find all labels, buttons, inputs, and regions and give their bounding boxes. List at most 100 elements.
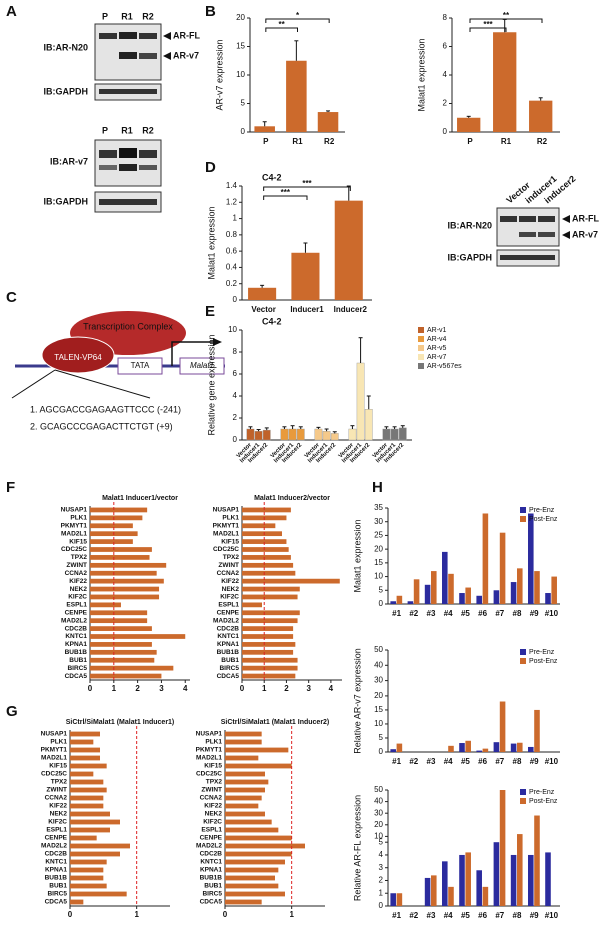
y-tick-label: NUSAP1 xyxy=(196,731,223,738)
y-tick-label: 8 xyxy=(443,13,448,22)
y-tick-label: CDC25C xyxy=(61,546,87,553)
bar xyxy=(70,835,97,841)
panel-label: D xyxy=(205,159,216,176)
bar xyxy=(286,60,307,132)
bar xyxy=(291,252,320,300)
bar xyxy=(476,870,482,906)
effector-label: TALEN-VP64 xyxy=(54,353,102,362)
y-axis-label: AR-v7 expression xyxy=(214,39,224,110)
significance-bracket xyxy=(265,18,330,23)
x-tick-label: #1 xyxy=(392,609,401,618)
bar xyxy=(499,790,506,906)
legend-label: Post-Enz xyxy=(529,516,558,523)
x-tick-label: #5 xyxy=(461,757,470,766)
bar xyxy=(90,642,152,647)
bar xyxy=(459,593,465,604)
x-tick-label: #3 xyxy=(427,757,436,766)
y-tick-label: 3 xyxy=(379,863,384,872)
bar xyxy=(225,827,279,833)
bar xyxy=(70,875,104,881)
y-tick-label: PLK1 xyxy=(222,515,239,522)
bar xyxy=(493,32,517,132)
significance-bracket xyxy=(263,186,351,191)
bar xyxy=(242,594,298,600)
panel-label: F xyxy=(6,479,15,496)
bar xyxy=(465,852,471,906)
y-tick-label: MAD2L1 xyxy=(61,530,87,537)
x-tick-label: #5 xyxy=(461,911,470,920)
y-tick-label: KNTC1 xyxy=(217,633,239,640)
y-tick-label: BUB1 xyxy=(221,657,239,664)
y-tick-label: 50 xyxy=(374,785,383,794)
y-tick-label: 30 xyxy=(374,517,383,526)
bar xyxy=(476,750,482,752)
y-tick-label: KPNA1 xyxy=(200,867,222,874)
legend-swatch xyxy=(418,363,424,369)
y-tick-label: 2 xyxy=(379,876,384,885)
y-axis-label: Relative AR-FL expression xyxy=(352,795,362,901)
bar xyxy=(413,579,420,604)
legend-label: Post-Enz xyxy=(529,798,558,805)
y-tick-label: CDCA5 xyxy=(200,899,223,906)
x-tick-label: #2 xyxy=(409,757,418,766)
bar xyxy=(242,562,294,568)
y-tick-label: 15 xyxy=(374,705,383,714)
bar xyxy=(457,117,481,132)
bar xyxy=(70,771,94,777)
bar xyxy=(225,755,259,761)
bar xyxy=(225,899,262,905)
gene-label: Malat1 xyxy=(190,361,214,370)
y-tick-label: KIF22 xyxy=(49,803,67,810)
y-tick-label: KNTC1 xyxy=(65,633,87,640)
y-tick-label: 1 xyxy=(233,214,238,223)
y-tick-label: TPX2 xyxy=(223,554,240,561)
bar xyxy=(242,626,294,631)
y-tick-label: KNTC1 xyxy=(200,859,222,866)
y-tick-label: BUB1 xyxy=(69,657,87,664)
bar xyxy=(90,657,155,663)
bar xyxy=(442,861,448,906)
y-tick-label: KIF2C xyxy=(68,594,87,601)
y-tick-label: BIRC5 xyxy=(47,891,67,898)
bar xyxy=(242,507,291,513)
x-tick-label: Inducer1 xyxy=(290,305,324,314)
bar xyxy=(242,531,282,537)
bar xyxy=(510,854,517,906)
bar xyxy=(517,742,523,752)
bar xyxy=(499,532,506,604)
band-label: AR-FL xyxy=(572,213,599,223)
bar xyxy=(551,576,557,604)
y-tick-label: MAD2L1 xyxy=(213,530,239,537)
x-tick-label: #4 xyxy=(444,757,453,766)
bar xyxy=(225,867,279,873)
bar xyxy=(225,787,265,793)
y-tick-label: CDC2B xyxy=(45,851,68,858)
bar xyxy=(242,657,298,663)
y-tick-label: 2 xyxy=(443,99,448,108)
bar xyxy=(225,851,292,857)
y-tick-label: CENPE xyxy=(65,609,88,616)
bar xyxy=(225,739,262,745)
x-tick-label: R2 xyxy=(537,137,548,146)
x-tick-label: #3 xyxy=(427,609,436,618)
target-sequence: 2. GCAGCCCGAGACTTCTGT (+9) xyxy=(30,421,173,431)
bar xyxy=(528,854,534,906)
y-tick-label: KIF15 xyxy=(204,763,222,770)
bar xyxy=(459,854,465,906)
y-tick-label: PLK1 xyxy=(205,739,222,746)
y-tick-label: ZWINT xyxy=(218,562,239,569)
y-tick-label: ESPL1 xyxy=(218,602,239,609)
bar xyxy=(90,555,150,560)
bar xyxy=(225,747,289,753)
y-tick-label: CENPE xyxy=(200,835,223,842)
bar xyxy=(90,602,121,608)
y-tick-label: 0.2 xyxy=(226,279,238,288)
bar xyxy=(90,515,143,521)
x-tick-label: #1 xyxy=(392,757,401,766)
y-tick-label: 20 xyxy=(374,544,383,553)
bar xyxy=(465,740,471,752)
bar xyxy=(225,891,285,897)
y-tick-label: PLK1 xyxy=(70,515,87,522)
bar xyxy=(330,433,339,441)
y-tick-label: 2 xyxy=(233,413,238,422)
